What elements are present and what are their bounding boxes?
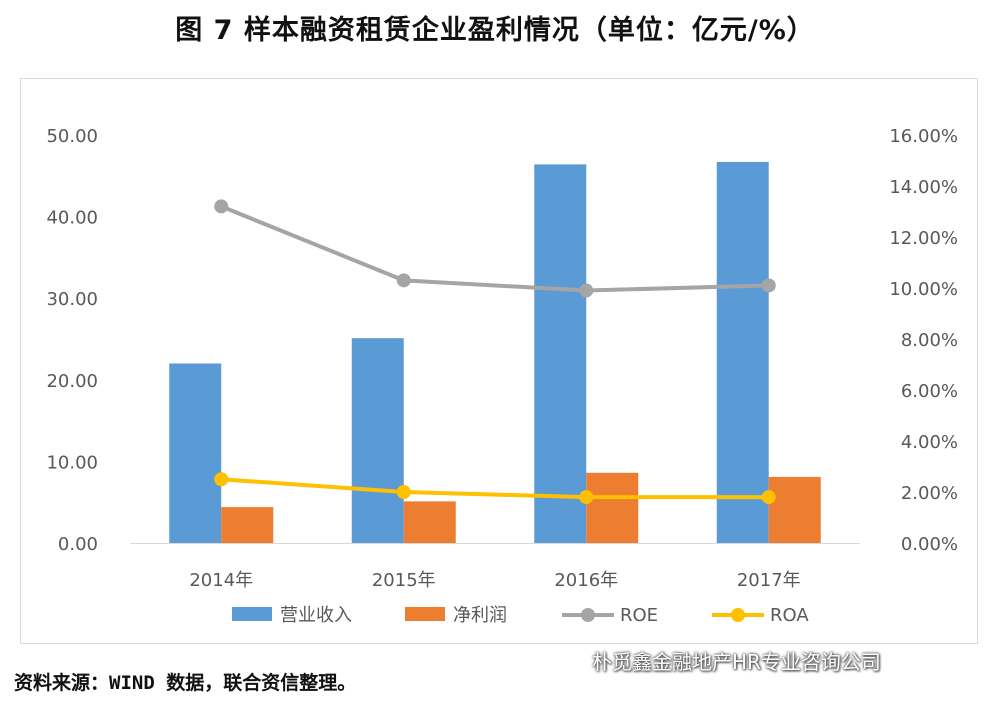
bar-revenue [716, 161, 769, 544]
point-roe [761, 278, 776, 293]
legend-label: ROE [620, 605, 658, 626]
bar-revenue [169, 363, 222, 543]
category-label: 2015年 [372, 570, 436, 591]
line-roa [221, 477, 769, 500]
left-axis-tick: 40.00 [46, 208, 98, 229]
source-note: 资料来源：WIND 数据，联合资信整理。 [14, 672, 357, 694]
bar-net-profit [768, 476, 821, 543]
left-axis-tick: 50.00 [46, 126, 98, 147]
category-label: 2017年 [737, 570, 801, 591]
right-axis-tick: 2.00% [901, 483, 958, 504]
legend-swatch [405, 607, 445, 621]
bar-net-profit [586, 472, 639, 543]
legend-marker [581, 608, 595, 622]
right-axis-tick: 10.00% [889, 279, 958, 300]
chart-frame [20, 78, 978, 644]
watermark-text: 朴觅鑫金融地产HR专业咨询公司 [592, 650, 881, 674]
left-axis-tick: 30.00 [46, 289, 98, 310]
chart-title: 图 7 样本融资租赁企业盈利情况（单位：亿元/%） [175, 15, 815, 46]
point-roe [214, 199, 229, 214]
legend-label: 营业收入 [280, 605, 352, 626]
point-roa [396, 485, 411, 499]
legend-label: ROA [770, 605, 809, 626]
category-label: 2014年 [189, 570, 253, 591]
point-roa [579, 490, 594, 505]
point-roa [214, 472, 229, 487]
point-roa [761, 490, 776, 505]
right-axis-tick: 6.00% [901, 381, 958, 402]
line-roe [220, 204, 769, 293]
left-axis-tick: 20.00 [46, 371, 98, 392]
right-axis-tick: 14.00% [889, 177, 958, 198]
legend-label: 净利润 [453, 605, 507, 626]
right-axis-tick: 12.00% [889, 228, 958, 249]
category-label: 2016年 [554, 570, 618, 591]
bar-net-profit [403, 501, 456, 543]
point-roe [396, 273, 411, 288]
left-axis-tick: 10.00 [46, 452, 98, 473]
right-axis-tick: 8.00% [901, 330, 958, 351]
legend-marker [731, 608, 745, 622]
left-axis-tick: 0.00 [58, 534, 98, 555]
wechat-icon [560, 649, 586, 674]
watermark: 朴觅鑫金融地产HR专业咨询公司 [560, 646, 881, 675]
point-roe [579, 283, 594, 298]
right-axis-tick: 0.00% [901, 534, 958, 555]
legend-swatch [232, 607, 272, 621]
right-axis-tick: 4.00% [901, 432, 958, 453]
bar-revenue [534, 164, 587, 543]
right-axis-tick: 16.00% [889, 126, 958, 147]
bar-revenue [351, 338, 404, 543]
bar-net-profit [221, 507, 274, 543]
